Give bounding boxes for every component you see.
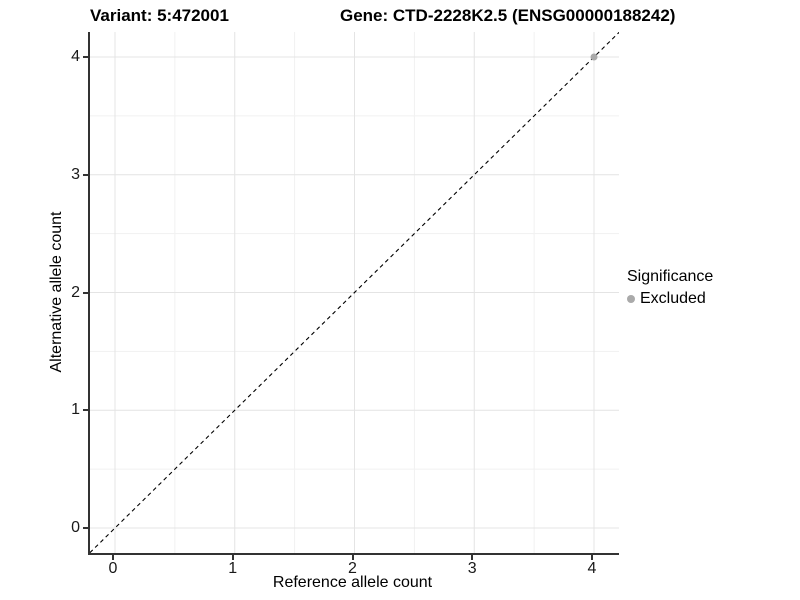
legend-point-icon xyxy=(627,295,635,303)
data-point xyxy=(590,53,598,61)
plot-canvas xyxy=(90,32,619,553)
y-tick-label: 4 xyxy=(71,48,80,65)
y-tick-mark xyxy=(83,173,88,176)
x-tick-label: 0 xyxy=(108,560,118,577)
x-tick-mark xyxy=(231,555,234,560)
legend-items: Excluded xyxy=(627,290,713,308)
x-tick-label: 4 xyxy=(587,560,597,577)
y-tick-label: 3 xyxy=(71,165,80,183)
x-tick-mark xyxy=(112,555,114,560)
x-tick-label: 1 xyxy=(228,560,238,577)
plot-title-gene: Gene: CTD-2228K2.5 (ENSG00000188242) xyxy=(340,6,676,25)
x-tick-mark xyxy=(471,555,474,560)
legend-title: Significance xyxy=(627,268,714,285)
x-tick-label: 3 xyxy=(467,560,477,577)
x-axis-title: Reference allele count xyxy=(272,574,433,591)
legend-item-label: Excluded xyxy=(640,290,706,307)
y-tick-mark xyxy=(83,291,88,294)
legend-item: Excluded xyxy=(627,290,713,308)
identity-reference-line xyxy=(90,32,619,553)
x-tick-label: 2 xyxy=(348,560,357,577)
y-tick-label: 0 xyxy=(71,519,80,536)
x-tick-mark xyxy=(591,555,593,560)
y-tick-label: 1 xyxy=(71,401,80,419)
plot-title-variant: Variant: 5:472001 xyxy=(90,6,229,25)
y-tick-label: 2 xyxy=(71,283,80,301)
y-tick-mark xyxy=(83,409,88,412)
y-tick-mark xyxy=(83,527,88,529)
plot-panel xyxy=(88,32,619,555)
x-tick-mark xyxy=(351,555,354,560)
y-tick-mark xyxy=(83,56,88,58)
legend: Significance Excluded xyxy=(627,268,713,308)
